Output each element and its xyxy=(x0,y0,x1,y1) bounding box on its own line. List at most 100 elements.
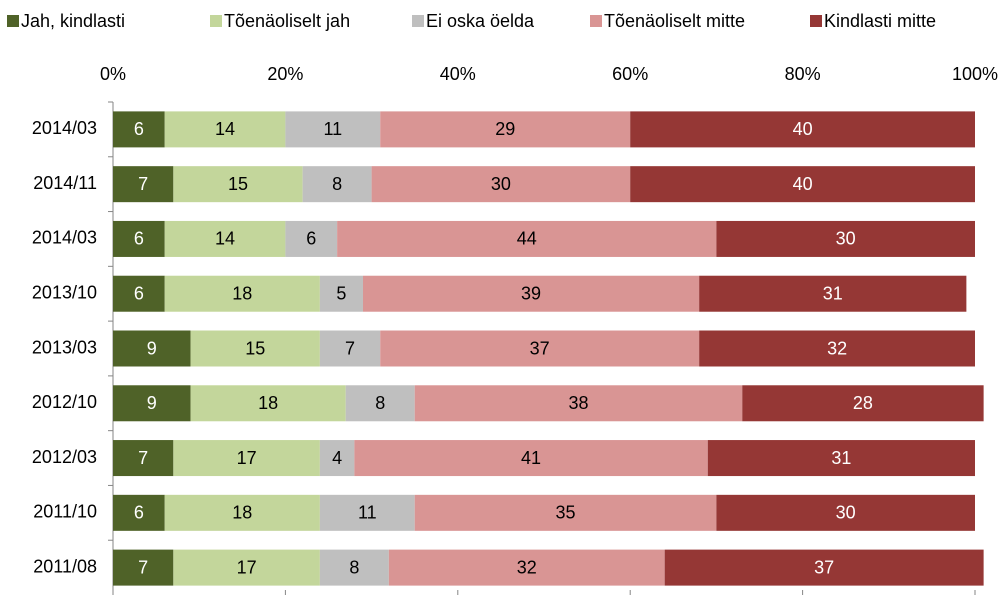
data-label: 5 xyxy=(336,283,346,303)
bar-segment xyxy=(414,385,743,422)
data-label: 31 xyxy=(823,283,843,303)
bar-segment xyxy=(285,220,338,257)
data-label: 37 xyxy=(814,557,834,577)
data-label: 8 xyxy=(349,557,359,577)
bar-segment xyxy=(164,220,286,257)
data-label: 28 xyxy=(853,393,873,413)
data-label: 30 xyxy=(491,174,511,194)
data-label: 9 xyxy=(147,338,157,358)
y-tick-label: 2012/10 xyxy=(32,392,97,412)
legend-swatch xyxy=(590,15,602,27)
data-label: 37 xyxy=(530,338,550,358)
data-label: 6 xyxy=(306,229,316,249)
y-tick-label: 2014/03 xyxy=(32,118,97,138)
legend-label: Tõenäoliselt mitte xyxy=(604,11,745,31)
data-label: 17 xyxy=(237,448,257,468)
data-label: 9 xyxy=(147,393,157,413)
data-label: 18 xyxy=(232,283,252,303)
bar-segment xyxy=(414,494,717,531)
data-label: 40 xyxy=(793,119,813,139)
bar-segment xyxy=(113,494,165,531)
data-label: 18 xyxy=(232,503,252,523)
y-tick-label: 2013/03 xyxy=(32,337,97,357)
data-label: 6 xyxy=(134,119,144,139)
data-label: 39 xyxy=(521,283,541,303)
bar-segment xyxy=(113,549,174,586)
bar-segment xyxy=(371,166,631,203)
legend-swatch xyxy=(810,15,822,27)
data-label: 6 xyxy=(134,503,144,523)
bar-segment xyxy=(164,494,320,531)
data-label: 29 xyxy=(495,119,515,139)
x-tick-label: 40% xyxy=(440,64,476,84)
data-label: 31 xyxy=(831,448,851,468)
bar-segment xyxy=(664,549,984,586)
bar-segment xyxy=(113,111,165,148)
data-label: 7 xyxy=(138,448,148,468)
bar-segment xyxy=(113,440,174,477)
bar-segment xyxy=(630,111,975,148)
data-label: 30 xyxy=(836,503,856,523)
y-tick-label: 2014/03 xyxy=(32,228,97,248)
data-label: 18 xyxy=(258,393,278,413)
bar-segment xyxy=(388,549,665,586)
y-tick-label: 2012/03 xyxy=(32,447,97,467)
data-label: 41 xyxy=(521,448,541,468)
data-label: 8 xyxy=(375,393,385,413)
bar-segment xyxy=(113,220,165,257)
x-tick-label: 20% xyxy=(267,64,303,84)
data-label: 6 xyxy=(134,229,144,249)
bar-segment xyxy=(319,440,355,477)
y-tick-label: 2011/10 xyxy=(33,502,97,522)
bar-segment xyxy=(113,166,174,203)
y-tick-label: 2014/11 xyxy=(33,173,97,193)
bar-segment xyxy=(380,330,700,367)
x-tick-label: 60% xyxy=(612,64,648,84)
x-tick-label: 100% xyxy=(952,64,998,84)
bar-segment xyxy=(190,385,346,422)
bar-segment xyxy=(319,330,381,367)
bar-segment xyxy=(707,440,975,477)
bar-segment xyxy=(319,494,415,531)
data-label: 44 xyxy=(517,229,537,249)
legend-swatch xyxy=(412,15,424,27)
data-label: 17 xyxy=(237,557,257,577)
bar-segment xyxy=(716,494,975,531)
bar-segment xyxy=(630,166,975,203)
bar-segment xyxy=(716,220,975,257)
data-label: 30 xyxy=(836,229,856,249)
bar-segment xyxy=(190,330,320,367)
bar-segment xyxy=(173,440,320,477)
data-label: 4 xyxy=(332,448,342,468)
bar-segment xyxy=(113,275,165,312)
bar-segment xyxy=(173,549,320,586)
bar-segment xyxy=(164,275,320,312)
bar-segment xyxy=(362,275,700,312)
data-label: 15 xyxy=(245,338,265,358)
data-label: 14 xyxy=(215,229,235,249)
bar-segment xyxy=(113,330,191,367)
bar-segment xyxy=(319,549,389,586)
data-label: 7 xyxy=(138,557,148,577)
x-tick-label: 0% xyxy=(100,64,126,84)
y-tick-label: 2013/10 xyxy=(32,282,97,302)
data-label: 32 xyxy=(517,557,537,577)
data-label: 40 xyxy=(793,174,813,194)
bar-segment xyxy=(337,220,717,257)
data-label: 38 xyxy=(568,393,588,413)
x-tick-label: 80% xyxy=(785,64,821,84)
bar-segment xyxy=(742,385,984,422)
bar-segment xyxy=(164,111,286,148)
data-label: 32 xyxy=(827,338,847,358)
legend-swatch xyxy=(7,15,19,27)
bar-segment xyxy=(354,440,708,477)
bar-segment xyxy=(285,111,381,148)
data-label: 15 xyxy=(228,174,248,194)
legend-label: Kindlasti mitte xyxy=(824,11,936,31)
legend-label: Ei oska öelda xyxy=(426,11,535,31)
legend-label: Jah, kindlasti xyxy=(21,11,125,31)
data-label: 7 xyxy=(345,338,355,358)
bar-segment xyxy=(173,166,303,203)
data-label: 11 xyxy=(323,119,342,139)
